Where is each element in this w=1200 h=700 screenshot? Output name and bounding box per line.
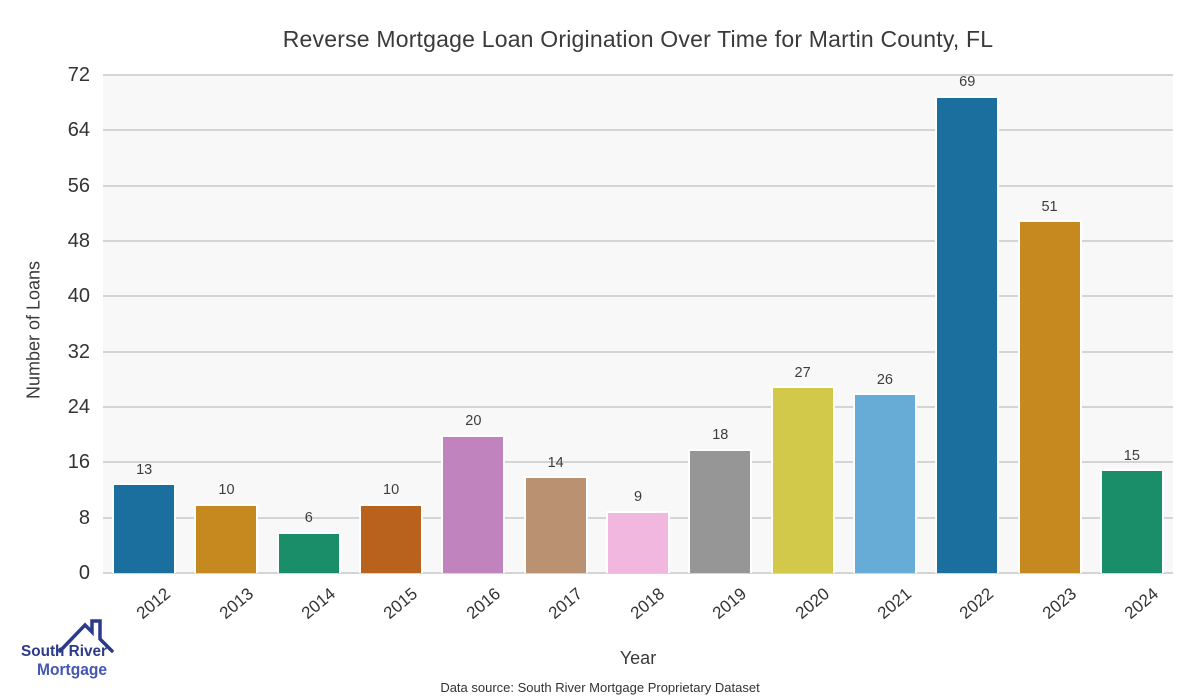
x-tick-label-2018: 2018 <box>627 584 669 623</box>
bar-2013 <box>194 503 259 573</box>
y-tick-label-8: 8 <box>78 506 90 529</box>
gridline-y-48 <box>103 240 1173 242</box>
bar-value-2022: 69 <box>959 74 976 91</box>
x-tick-label-2015: 2015 <box>380 584 422 623</box>
gridline-y-40 <box>103 295 1173 298</box>
x-tick-label-2021: 2021 <box>873 584 916 623</box>
bar-2021 <box>852 393 917 573</box>
bar-2020 <box>770 386 835 573</box>
bar-2016 <box>441 434 506 573</box>
house-roof-icon <box>58 619 114 653</box>
x-tick-label-2019: 2019 <box>709 584 751 623</box>
bar-2014 <box>276 531 341 573</box>
gridline-y-56 <box>103 184 1173 187</box>
bar-value-2018: 9 <box>633 489 643 506</box>
gridline-y-24 <box>103 406 1173 408</box>
bar-2018 <box>606 510 670 573</box>
bar-value-2013: 10 <box>218 482 235 499</box>
y-tick-label-0: 0 <box>78 562 90 584</box>
logo-line1: South River <box>21 643 107 660</box>
x-tick-label-2024: 2024 <box>1120 584 1163 623</box>
x-tick-label-2023: 2023 <box>1038 584 1080 623</box>
y-tick-label-24: 24 <box>67 396 90 418</box>
y-tick-label-16: 16 <box>67 451 90 474</box>
y-tick-label-56: 56 <box>67 174 90 197</box>
y-tick-label-72: 72 <box>67 64 90 86</box>
bar-value-2012: 13 <box>136 461 153 478</box>
bar-value-2015: 10 <box>383 482 400 499</box>
logo-line2: Mortgage <box>37 660 107 679</box>
gridline-y-64 <box>103 129 1173 132</box>
bar-2022 <box>935 95 1000 573</box>
y-tick-label-32: 32 <box>67 340 90 363</box>
bar-2015 <box>359 503 424 573</box>
bar-2012 <box>112 483 177 573</box>
gridline-y-0 <box>103 572 1173 574</box>
bar-value-2014: 6 <box>304 510 313 526</box>
gridline-y-16 <box>103 461 1173 464</box>
bar-value-2024: 15 <box>1123 447 1140 464</box>
x-tick-label-2017: 2017 <box>544 584 586 623</box>
bar-value-2016: 20 <box>465 413 482 430</box>
plot-area: 13 10 6 10 20 14 9 18 27 26 69 51 15 <box>103 74 1173 574</box>
x-tick-label-2016: 2016 <box>462 584 504 623</box>
bar-value-2020: 27 <box>794 364 811 381</box>
south-river-mortgage-logo: South River Mortgage <box>21 619 114 679</box>
x-tick-label-2022: 2022 <box>956 584 998 623</box>
bar-2023 <box>1017 220 1082 573</box>
x-axis-label: Year <box>619 648 657 668</box>
x-tick-label-2013: 2013 <box>215 584 257 623</box>
bar-2017 <box>523 476 588 573</box>
y-axis-label: Number of Loans <box>23 260 44 400</box>
x-tick-label-2014: 2014 <box>297 584 339 623</box>
bar-value-2021: 26 <box>876 371 893 388</box>
chart-title: Reverse Mortgage Loan Origination Over T… <box>282 26 994 52</box>
bar-2019 <box>688 448 753 573</box>
bar-value-2019: 18 <box>712 427 729 443</box>
x-tick-label-2012: 2012 <box>133 584 175 623</box>
gridline-y-32 <box>103 350 1173 353</box>
y-tick-label-40: 40 <box>67 285 90 308</box>
gridline-y-72 <box>103 74 1173 76</box>
bar-2024 <box>1099 469 1164 573</box>
data-source-note: Data source: South River Mortgage Propri… <box>440 680 760 695</box>
y-tick-label-64: 64 <box>67 119 90 142</box>
y-tick-label-48: 48 <box>67 230 90 252</box>
bar-value-2023: 51 <box>1041 198 1058 215</box>
x-tick-label-2020: 2020 <box>791 584 833 623</box>
bar-value-2017: 14 <box>547 454 564 471</box>
